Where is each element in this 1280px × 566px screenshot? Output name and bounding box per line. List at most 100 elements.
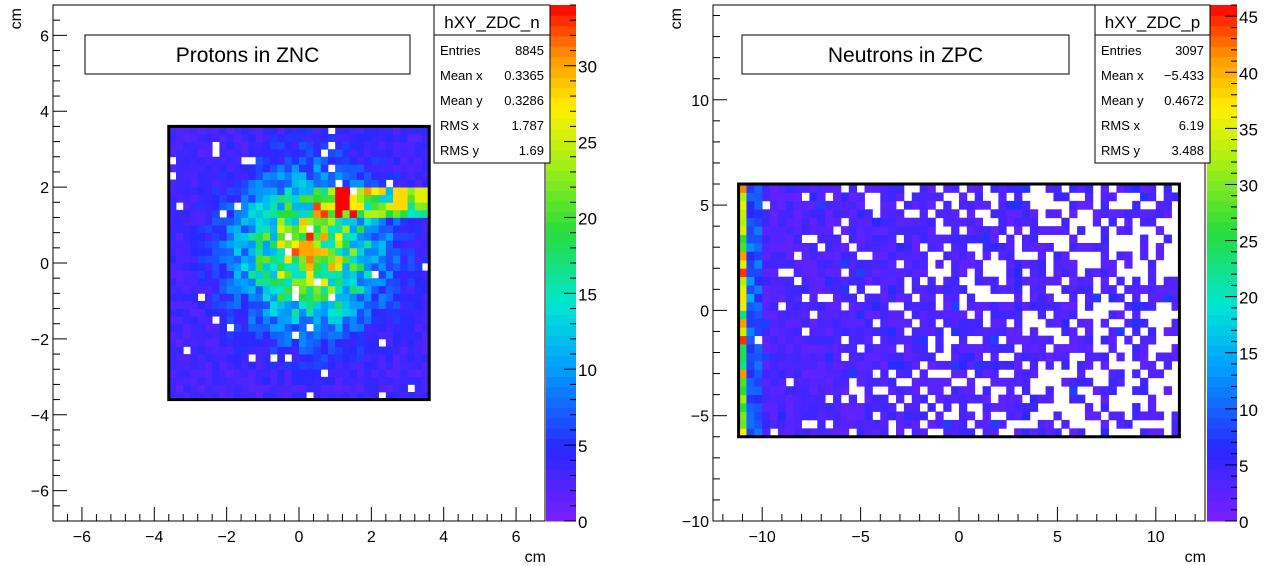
heatmap-cell <box>270 376 278 385</box>
heatmap-cell <box>241 384 249 393</box>
heatmap-cell <box>762 285 771 294</box>
heatmap-cell <box>974 301 984 311</box>
heatmap-cell <box>313 164 322 173</box>
heatmap-cell <box>212 263 220 271</box>
heatmap-cell <box>168 240 177 249</box>
heatmap-cell <box>1084 276 1094 286</box>
heatmap-cell <box>241 247 249 256</box>
heatmap-cell <box>356 369 365 378</box>
colorbar-tick-label: 45 <box>1239 8 1258 27</box>
heatmap-cell <box>966 360 976 370</box>
heatmap-cell <box>974 276 984 286</box>
heatmap-cell <box>364 232 372 241</box>
heatmap-cell <box>998 344 1007 353</box>
heatmap-cell <box>974 344 984 353</box>
heatmap-cell <box>1108 411 1117 421</box>
heatmap-cell <box>1061 251 1070 261</box>
heatmap-cell <box>168 338 177 347</box>
heatmap-cell <box>738 276 747 286</box>
heatmap-cell <box>226 240 235 249</box>
heatmap-cell <box>262 217 271 226</box>
right-title-box <box>741 34 1070 75</box>
colorbar-band <box>1207 407 1237 419</box>
heatmap-cell <box>911 234 921 244</box>
heatmap-cell <box>1061 419 1070 429</box>
heatmap-cell <box>320 217 329 226</box>
heatmap-cell <box>183 323 191 332</box>
heatmap-cell <box>320 194 329 203</box>
heatmap-cell <box>738 209 747 219</box>
heatmap-cell <box>335 278 343 287</box>
heatmap-cell <box>746 268 755 278</box>
heatmap-cell <box>342 194 351 203</box>
heatmap-cell <box>190 376 199 385</box>
heatmap-cell <box>335 194 343 203</box>
heatmap-cell <box>378 179 387 188</box>
heatmap-cell <box>801 344 810 353</box>
heatmap-cell <box>197 323 206 332</box>
heatmap-cell <box>1069 268 1078 278</box>
heatmap-cell <box>1108 310 1117 320</box>
heatmap-cell <box>927 184 936 193</box>
heatmap-cell <box>1124 419 1133 429</box>
heatmap-cell <box>313 202 322 211</box>
heatmap-cell <box>255 232 264 241</box>
heatmap-cell <box>762 369 771 379</box>
heatmap-cell <box>364 149 372 158</box>
heatmap-cell <box>974 226 984 235</box>
heatmap-cell <box>248 209 256 218</box>
heatmap-cell <box>943 234 952 244</box>
x-tick-label: −6 <box>73 529 91 546</box>
heatmap-cell <box>951 352 960 362</box>
y-tick-label: 2 <box>40 180 49 197</box>
heatmap-cell <box>407 376 416 385</box>
heatmap-cell <box>262 209 271 218</box>
heatmap-cell <box>422 149 430 158</box>
heatmap-cell <box>400 285 408 294</box>
heatmap-cell <box>833 200 842 210</box>
heatmap-cell <box>1140 184 1149 193</box>
right-stats-value: 3.488 <box>1171 143 1204 158</box>
left-chart-title: Protons in ZNC <box>176 44 320 67</box>
heatmap-cell <box>1147 184 1157 193</box>
heatmap-cell <box>1132 293 1141 303</box>
heatmap-cell <box>378 171 387 180</box>
heatmap-cell <box>1061 344 1070 353</box>
heatmap-cell <box>1100 335 1109 345</box>
heatmap-cell <box>299 187 307 196</box>
heatmap-cell <box>327 316 336 325</box>
heatmap-cell <box>204 323 213 332</box>
heatmap-cell <box>176 225 184 234</box>
heatmap-cell <box>197 255 206 264</box>
heatmap-cell <box>291 232 300 241</box>
heatmap-cell <box>335 285 343 294</box>
heatmap-cell <box>927 403 936 412</box>
heatmap-cell <box>378 255 387 264</box>
heatmap-cell <box>1061 226 1070 235</box>
heatmap-cell <box>393 308 401 317</box>
heatmap-cell <box>306 278 314 287</box>
heatmap-cell <box>233 179 242 188</box>
heatmap-cell <box>176 255 184 264</box>
heatmap-cell <box>226 308 235 317</box>
heatmap-cell <box>888 411 897 421</box>
heatmap-cell <box>270 316 278 325</box>
heatmap-cell <box>342 338 351 347</box>
heatmap-cell <box>306 194 314 203</box>
heatmap-cell <box>197 384 206 393</box>
heatmap-cell <box>1053 352 1062 362</box>
heatmap-cell <box>872 428 881 438</box>
heatmap-cell <box>241 255 249 264</box>
heatmap-cell <box>183 247 191 256</box>
heatmap-cell <box>204 134 213 142</box>
heatmap-cell <box>856 428 865 438</box>
heatmap-cell <box>1037 344 1046 353</box>
heatmap-cell <box>378 164 387 173</box>
heatmap-cell <box>848 259 858 269</box>
heatmap-cell <box>176 240 184 249</box>
heatmap-cell <box>896 310 905 320</box>
heatmap-cell <box>349 346 358 355</box>
heatmap-cell <box>1006 394 1015 404</box>
heatmap-cell <box>982 327 991 337</box>
x-tick-label: −4 <box>145 529 163 546</box>
